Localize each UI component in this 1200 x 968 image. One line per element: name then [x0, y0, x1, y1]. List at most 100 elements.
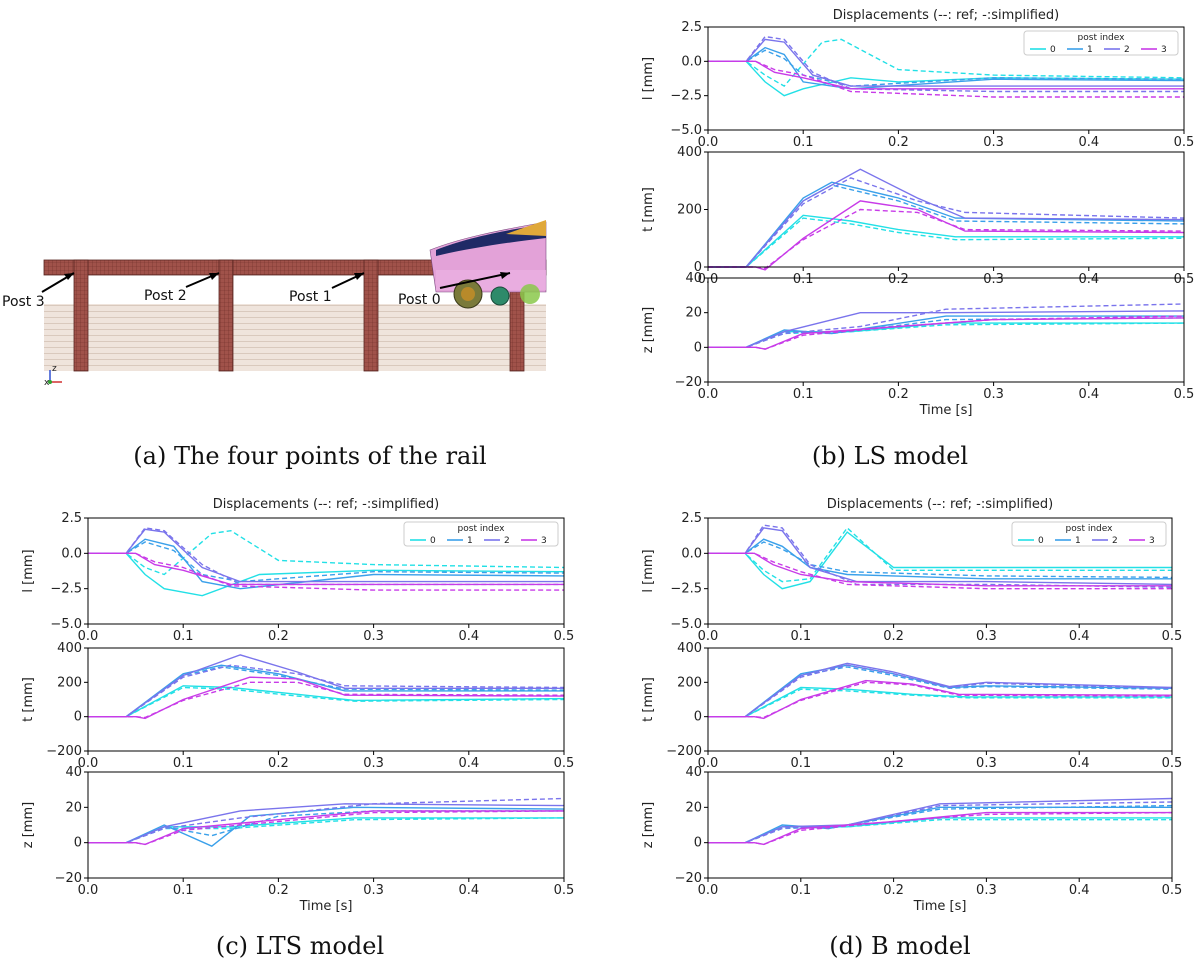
series-1-simplified-line: [708, 538, 1172, 580]
series-0-simplified-line: [708, 531, 1172, 590]
plot-frame: [87, 517, 565, 625]
x-axis-label: Time [s]: [913, 899, 967, 914]
x-tick-label: 0.1: [173, 629, 194, 644]
series-3-ref-line: [708, 811, 1173, 846]
x-tick-label: 0.1: [173, 756, 194, 771]
axis-triad-icon: x z: [44, 364, 62, 388]
legend-entry-2: 2: [1124, 45, 1130, 55]
x-tick-label: 0.0: [698, 135, 719, 150]
y-tick-label: 40: [65, 765, 82, 780]
series-1-ref-line: [708, 541, 1173, 579]
chart-title: Displacements (--: ref; -:simplified): [833, 8, 1060, 23]
series-2-simplified-line: [708, 38, 1184, 87]
x-tick-label: 0.2: [888, 272, 909, 287]
x-tick-label: 0.4: [1078, 272, 1099, 287]
y-tick-label: −200: [46, 744, 82, 759]
x-tick-label: 0.5: [1162, 629, 1183, 644]
series-3-simplified-line: [88, 552, 564, 586]
plot-frame: [87, 771, 565, 879]
x-tick-label: 0.2: [268, 756, 289, 771]
legend-entry-0: 0: [430, 536, 436, 546]
series-3-simplified-line: [708, 811, 1172, 846]
y-tick-label: 0: [74, 710, 82, 725]
x-tick-label: 0.0: [78, 883, 99, 898]
x-tick-label: 0.0: [78, 629, 99, 644]
subplot-l: 2.50.0−2.5−5.00.0 0.1 0.2 0.3 0.4 0.5l [mm]: [21, 511, 574, 644]
chart-lts: Displacements (--: ref; -:simplified) 2.5…: [20, 488, 580, 918]
x-tick-label: 0.4: [1078, 135, 1099, 150]
x-tick-label: 0.5: [1162, 756, 1183, 771]
y-tick-label: 0.0: [681, 546, 702, 561]
series-1-ref-line: [708, 804, 1173, 844]
x-tick-label: 0.2: [883, 883, 904, 898]
series-2-simplified-line: [708, 662, 1173, 718]
post-0-label: Post 0: [398, 292, 441, 308]
legend-box: [403, 521, 559, 547]
series-2-ref-line: [708, 303, 1185, 348]
legend-title: post index: [1078, 33, 1126, 43]
y-axis-label: z [mm]: [641, 307, 656, 353]
series-2-simplified-line: [708, 527, 1173, 586]
legend: post index 0 1 2 3: [403, 521, 559, 547]
plot-frame: [707, 647, 1173, 752]
chart-ls-svg: Displacements (--: ref; -:simplified) 2.5…: [641, 8, 1194, 418]
y-tick-label: −5.0: [670, 123, 702, 138]
series-3-simplified-line: [88, 810, 564, 846]
caption-d: (d) B model: [829, 932, 971, 960]
x-tick-label: 0.4: [1069, 629, 1090, 644]
series-1-ref-line: [708, 317, 1185, 348]
axis-triad-x-label: x: [44, 378, 50, 388]
plot-frame: [707, 771, 1173, 879]
series-1-simplified-line: [708, 46, 1185, 90]
y-axis-label: l [mm]: [641, 57, 656, 100]
y-tick-label: −20: [55, 871, 82, 886]
x-tick-label: 0.1: [793, 272, 814, 287]
y-tick-label: 20: [65, 800, 82, 815]
post-3-label: Post 3: [2, 294, 45, 310]
x-tick-label: 0.0: [698, 387, 719, 402]
series-0-ref-line: [708, 819, 1172, 844]
x-tick-label: 0.3: [363, 629, 384, 644]
series-2-simplified-line: [88, 528, 564, 583]
caption-c: (c) LTS model: [215, 932, 385, 960]
subplot-z: 40 20 0 −200.0 0.1 0.2 0.3 0.4 0.5 z [mm]: [641, 765, 1182, 898]
series-1-simplified-line: [708, 181, 1185, 268]
subplot-l: 2.50.0−2.5−5.00.0 0.1 0.2 0.3 0.4 0.5l [mm]: [641, 20, 1194, 150]
caption-b: (b) LS model: [811, 442, 969, 470]
y-axis-label: l [mm]: [641, 549, 656, 592]
x-tick-label: 0.5: [554, 629, 575, 644]
series-1-simplified-line: [708, 664, 1173, 718]
x-tick-label: 0.4: [1078, 387, 1099, 402]
y-tick-label: 0.0: [681, 54, 702, 69]
y-tick-label: 0: [694, 340, 702, 355]
chart-title: Displacements (--: ref; -:simplified): [827, 497, 1054, 512]
plot-frame: [707, 26, 1185, 131]
series-3-simplified-line: [708, 552, 1172, 587]
legend-entry-2: 2: [504, 536, 510, 546]
series-0-simplified-line: [88, 552, 565, 597]
x-tick-label: 0.5: [1162, 883, 1183, 898]
series-3-simplified-line: [708, 60, 1184, 90]
legend-title: post index: [1066, 524, 1114, 534]
y-tick-label: −5.0: [50, 617, 82, 632]
x-tick-label: 0.2: [883, 629, 904, 644]
x-tick-label: 0.2: [268, 629, 289, 644]
legend: post index 0 1 2 3: [1011, 521, 1167, 547]
caption-a: (a) The four points of the rail: [133, 442, 487, 470]
vehicle-shape: [429, 220, 547, 309]
x-tick-label: 0.5: [554, 756, 575, 771]
legend-box: [1023, 30, 1179, 56]
y-tick-label: 40: [685, 271, 702, 286]
subplot-l: 2.50.0−2.5−5.00.0 0.1 0.2 0.3 0.4 0.5l [mm]: [641, 511, 1182, 644]
x-tick-label: 0.4: [458, 883, 479, 898]
x-tick-label: 0.4: [1069, 883, 1090, 898]
x-tick-label: 0.5: [1174, 135, 1195, 150]
post-3-shape: [73, 259, 89, 372]
series-3-simplified-line: [88, 676, 565, 720]
chart-ls: Displacements (--: ref; -:simplified) 2.5…: [640, 0, 1200, 420]
y-tick-label: −2.5: [50, 582, 82, 597]
post-2-shape: [218, 259, 234, 372]
series-0-ref-line: [708, 38, 1185, 87]
